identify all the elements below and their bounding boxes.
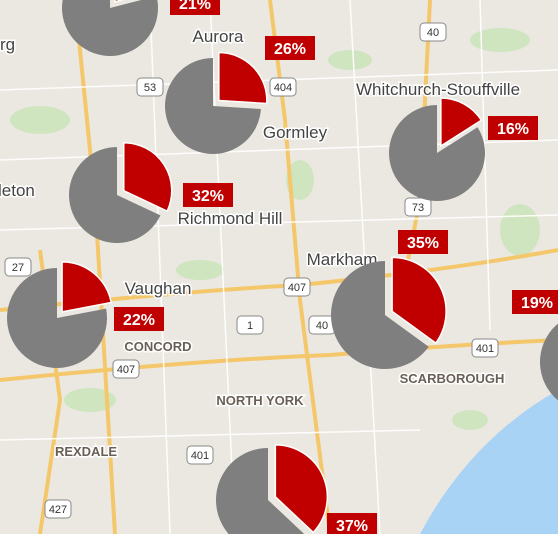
value-label: 22% [123,312,155,329]
highway-shield [471,338,499,358]
pie-rest [389,105,486,201]
lake [420,390,558,534]
value-label: 26% [274,41,306,58]
place-label: REXDALE [55,444,117,459]
pie-rest [331,261,429,369]
pie-slice [123,141,173,213]
value-label-box [512,290,558,314]
pie-rest [216,448,305,534]
pie-rest [68,147,161,243]
highway-shield [4,257,32,277]
pie-slice [114,0,125,3]
highway-label: 401 [191,450,209,462]
pie-slice [61,261,113,313]
value-label: 16% [497,121,529,138]
value-label: 35% [407,235,439,252]
highway-label: 407 [288,282,306,294]
pie-slice [218,51,268,105]
value-label-box [327,513,377,534]
place-label: Vaughan [125,279,192,298]
value-label-box [114,307,164,331]
pie-rest [6,268,108,368]
value-label-box [265,36,315,60]
highway-label: 404 [274,82,292,94]
value-label-box [488,116,538,140]
value-label-box [398,230,448,254]
place-label: Markham [307,250,378,269]
highway-shield [283,277,311,297]
place-label: SCARBOROUGH [400,371,505,386]
pie-rest [540,323,558,401]
highway-shield [236,315,264,335]
highway-shield [269,77,297,97]
highway-shield [44,499,72,519]
highway-shield [404,197,432,217]
highway-shield [136,77,164,97]
highway-label: 407 [117,364,135,376]
value-label: 37% [336,518,368,534]
pie-slice [391,256,447,345]
place-label: leton [0,181,35,200]
pie-rest [62,0,158,56]
value-label: 19% [521,295,553,312]
highway-shield [419,22,447,42]
highway-label: 401 [476,343,494,355]
highway-label: 1 [247,320,253,332]
value-label: 21% [179,0,211,13]
highway-label: 53 [144,82,156,94]
highway-label: 40 [427,27,439,39]
place-label: Gormley [263,123,328,142]
place-label: NORTH YORK [216,393,304,408]
value-label-box [183,183,233,207]
pie-slice [440,97,483,148]
place-label: Aurora [192,27,244,46]
highway-label: 73 [412,202,424,214]
place-label: Richmond Hill [178,209,283,228]
highway-label: 427 [49,504,67,516]
pie-slice [274,444,329,534]
highway-label: 27 [12,262,24,274]
highway-shield [186,445,214,465]
place-label: CONCORD [124,339,191,354]
highway-label: 40 [316,320,328,332]
pie-rest [165,58,261,154]
value-label: 32% [192,188,224,205]
place-label: rg [0,35,15,54]
highway-shield [112,359,140,379]
value-label-box [170,0,220,15]
place-label: Whitchurch-Stouffville [356,80,520,99]
